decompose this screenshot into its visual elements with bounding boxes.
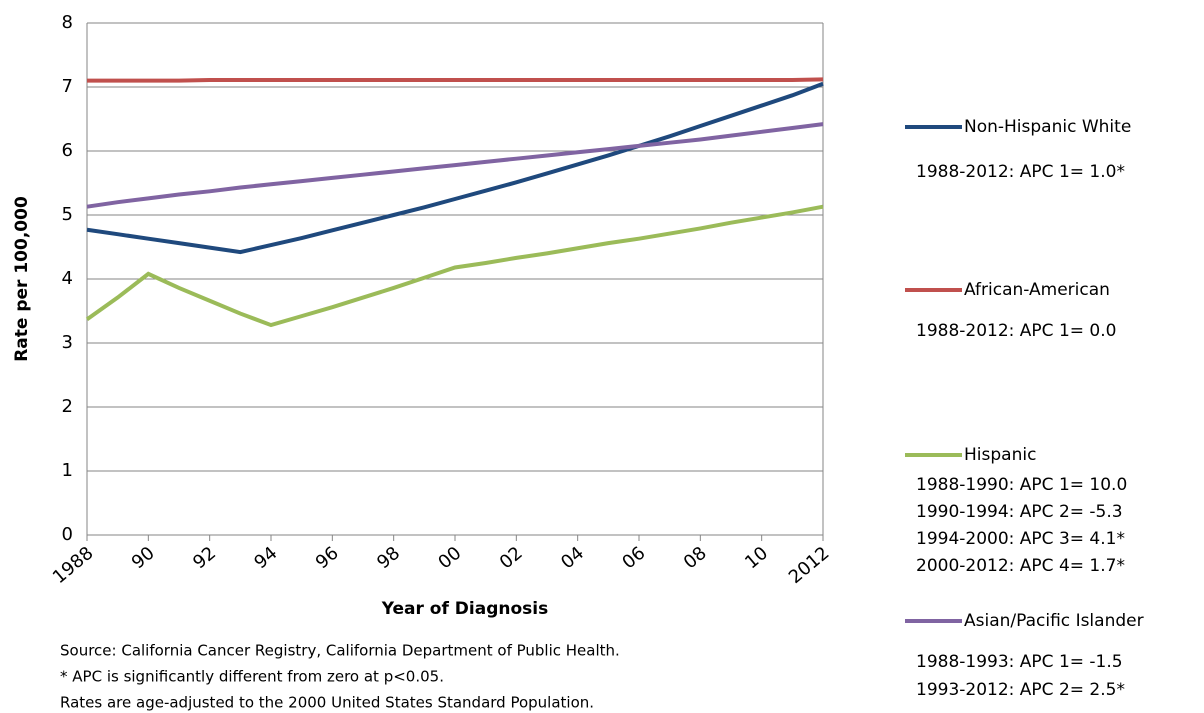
y-tick-label: 1 [62,460,73,481]
series-line [86,122,824,209]
x-tick-label: 98 [373,543,404,574]
y-tick-label: 4 [62,268,73,289]
legend-label: Hispanic [964,445,1036,465]
x-tick-label: 94 [250,543,281,574]
x-tick-label: 02 [496,543,527,574]
x-tick-label: 92 [189,543,220,574]
x-tick-label: 10 [741,543,772,574]
x-axis-title: Year of Diagnosis [381,599,548,619]
legend-note: 1990-1994: APC 2= -5.3 [916,502,1123,522]
x-tick-label: 08 [680,543,711,574]
x-tick-label: 1988 [49,543,98,589]
series-line [87,77,824,83]
legend-label: Non-Hispanic White [964,117,1131,137]
legend-note: 1994-2000: APC 3= 4.1* [916,529,1125,549]
legend-note: 1988-2012: APC 1= 1.0* [916,162,1125,182]
y-tick-label: 8 [62,12,73,33]
legend-note: 1993-2012: APC 2= 2.5* [916,680,1125,700]
legend-note: 1988-1993: APC 1= -1.5 [916,652,1123,672]
x-tick-label: 04 [557,543,588,574]
y-tick-label: 2 [62,396,73,417]
y-tick-label: 3 [62,332,73,353]
source-note: Rates are age-adjusted to the 2000 Unite… [60,694,594,712]
y-tick-label: 7 [62,76,73,97]
x-tick-label: 90 [128,543,159,574]
x-tick-label: 2012 [785,543,834,589]
x-tick-label: 06 [618,543,649,574]
series-line [86,81,824,255]
source-note: * APC is significantly different from ze… [60,668,444,686]
series-line [85,204,824,328]
y-axis-title: Rate per 100,000 [12,196,32,362]
legend-note: 1988-2012: APC 1= 0.0 [916,321,1116,341]
x-tick-label: 96 [312,543,343,574]
source-note: Source: California Cancer Registry, Cali… [60,642,620,660]
y-tick-label: 5 [62,204,73,225]
y-tick-label: 0 [62,524,73,545]
legend-note: 1988-1990: APC 1= 10.0 [916,475,1127,495]
legend-label: Asian/Pacific Islander [964,611,1144,631]
y-tick-label: 6 [62,140,73,161]
legend-note: 2000-2012: APC 4= 1.7* [916,556,1125,576]
x-tick-label: 00 [434,543,465,574]
legend-label: African-American [964,280,1110,300]
